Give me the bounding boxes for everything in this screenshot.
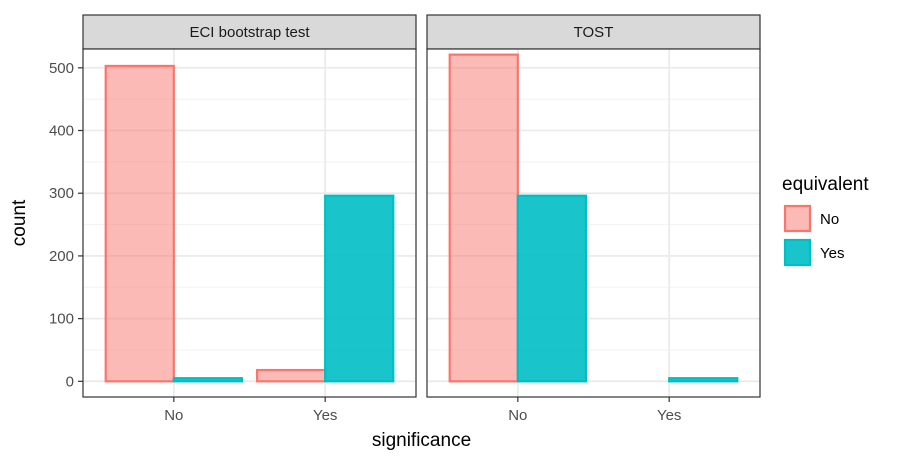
bar-yes-yes [324, 194, 395, 383]
panel-2-x-axis: No Yes [508, 397, 681, 424]
panel-2-border [426, 48, 761, 398]
legend-keys: No Yes [783, 204, 844, 267]
y-tick-label: 500 [49, 60, 74, 77]
y-axis-title: count [9, 199, 30, 246]
y-tick-label: 300 [49, 185, 74, 202]
legend-title: equivalent [782, 174, 869, 195]
panel-1-x-axis: No Yes [164, 397, 337, 424]
panel-2-strip [426, 14, 761, 50]
bar-yes-no [255, 368, 327, 383]
bar-no-no [448, 53, 519, 383]
panel-1-border [82, 48, 417, 398]
legend-label-yes: Yes [820, 245, 844, 262]
panel-1-bars [104, 64, 395, 383]
panel-tost: TOST No Yes [426, 14, 761, 424]
x-tick-label: No [508, 407, 527, 424]
panel-eci-bootstrap-test: ECI bootstrap test No Yes [82, 14, 417, 424]
legend-key-yes [783, 238, 812, 267]
y-tick-label: 100 [49, 311, 74, 328]
bar-no-yes [172, 377, 244, 383]
panel-1-strip-title: ECI bootstrap test [189, 24, 310, 41]
y-axis: 0 100 200 300 400 500 [49, 60, 83, 390]
y-tick-label: 400 [49, 123, 74, 140]
y-tick-label: 0 [66, 373, 74, 390]
x-axis-title: significance [372, 430, 471, 451]
legend-key-no [783, 204, 812, 233]
panel-2-bars [448, 53, 739, 383]
x-tick-label: Yes [657, 407, 681, 424]
legend: equivalent No Yes [782, 174, 869, 267]
bar-no-yes [516, 194, 588, 383]
panel-1-strip [82, 14, 417, 50]
x-tick-label: Yes [313, 407, 337, 424]
bar-yes-yes [668, 377, 739, 383]
panel-2-strip-title: TOST [574, 24, 614, 41]
y-tick-label: 200 [49, 248, 74, 265]
legend-label-no: No [820, 211, 839, 228]
x-tick-label: No [164, 407, 183, 424]
bar-no-no [104, 64, 175, 383]
